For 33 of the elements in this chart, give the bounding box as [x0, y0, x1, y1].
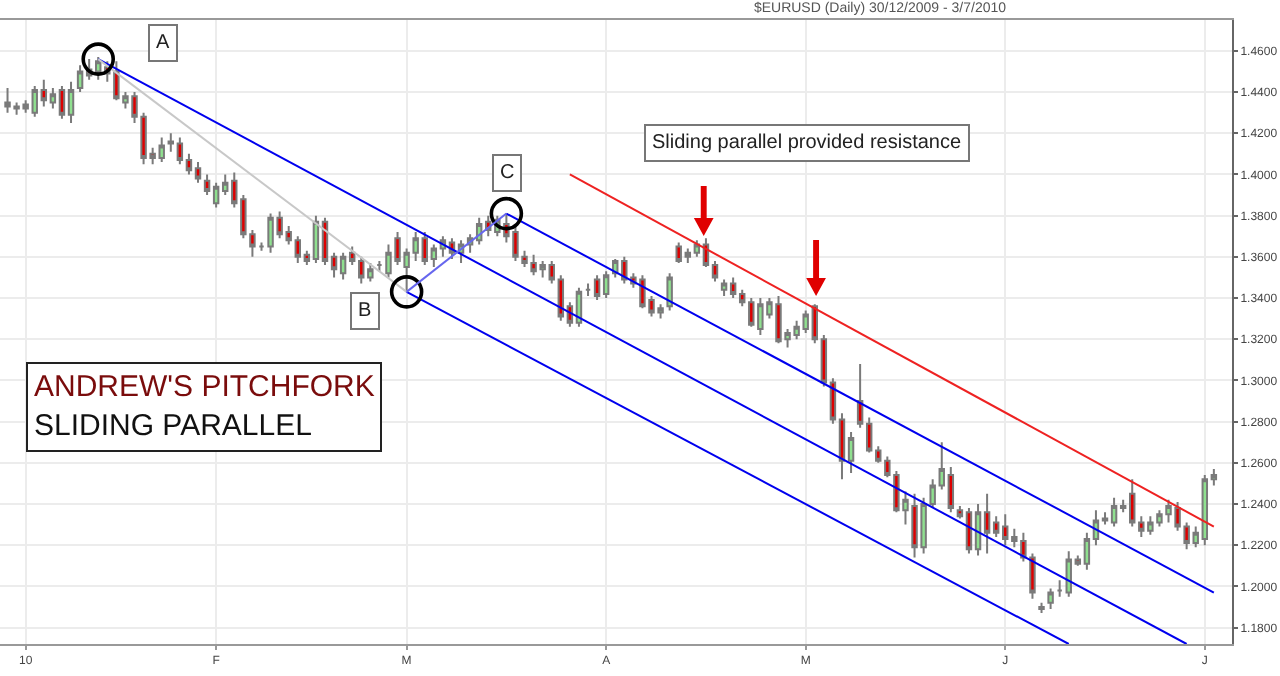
candlestick	[76, 64, 84, 94]
annotation: A	[156, 32, 170, 54]
candlestick	[194, 161, 202, 184]
candlestick	[965, 507, 973, 555]
candlestick	[593, 274, 601, 302]
point	[389, 275, 424, 309]
candlestick	[339, 251, 347, 281]
candlestick	[67, 80, 75, 124]
candlestick	[1038, 601, 1045, 615]
candlestick	[58, 84, 66, 120]
candlestick	[212, 181, 220, 209]
annotation: B	[358, 300, 372, 322]
annotation: Sliding parallel provided resistance	[652, 132, 962, 154]
candlestick	[1110, 496, 1118, 528]
annotation: ANDREW'S PITCHFORK SLIDING PARALLEL	[34, 370, 375, 443]
candlestick	[1201, 474, 1209, 547]
candlestick	[602, 270, 610, 300]
candlestick	[720, 278, 728, 297]
candlestick	[666, 272, 673, 312]
point	[489, 196, 524, 231]
candlestick	[176, 136, 184, 166]
candlestick	[584, 282, 592, 297]
annotation: C	[500, 162, 515, 184]
candlestick	[983, 492, 991, 555]
candlestick	[974, 502, 982, 557]
candlestick	[1047, 587, 1054, 610]
candlestick	[575, 286, 583, 328]
candlestick	[684, 247, 692, 264]
candlestick	[729, 276, 737, 300]
candlestick	[312, 214, 320, 264]
point	[81, 42, 116, 76]
candlestick	[1029, 552, 1036, 600]
candlestick	[1056, 579, 1063, 598]
